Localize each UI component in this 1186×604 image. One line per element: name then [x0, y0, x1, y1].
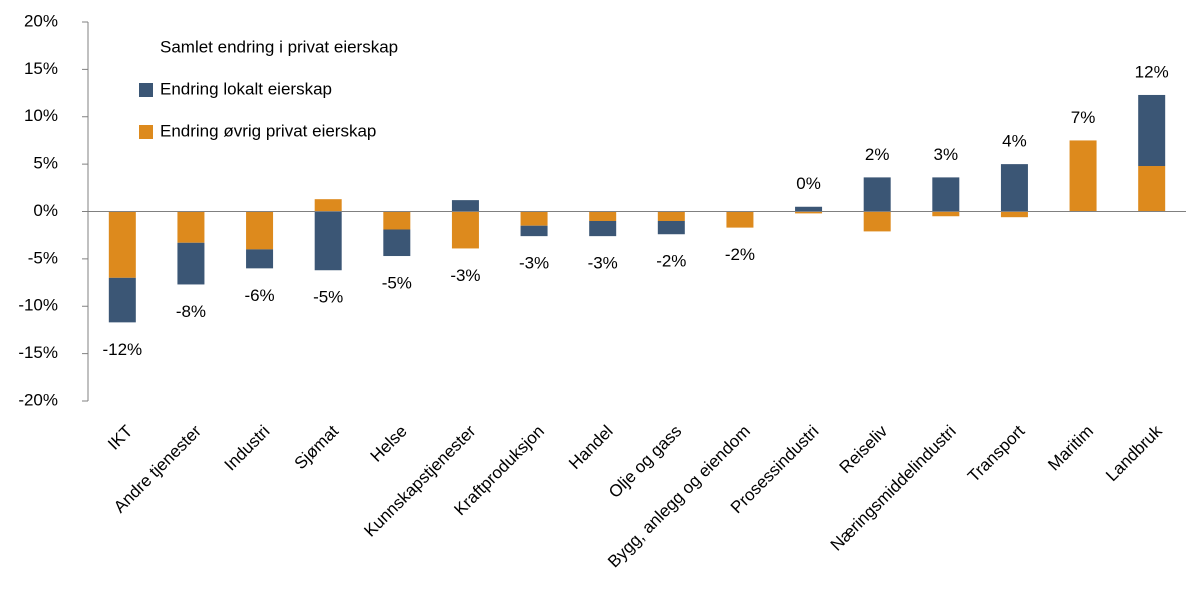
bar-segment	[795, 211, 823, 214]
legend-label: Endring lokalt eierskap	[160, 79, 332, 98]
bar-segment	[383, 211, 411, 230]
total-label: 0%	[796, 174, 821, 193]
x-tick-label: Næringsmiddelindustri	[827, 422, 960, 555]
y-tick-label: 15%	[24, 59, 58, 78]
total-label: -3%	[588, 254, 618, 273]
x-tick-label: IKT	[104, 422, 136, 454]
bar-segment	[177, 211, 205, 243]
bar-segment	[520, 225, 548, 237]
bar-segment	[314, 199, 342, 212]
bar-segment	[520, 211, 548, 226]
total-label: 12%	[1135, 62, 1169, 81]
y-tick-label: 10%	[24, 106, 58, 125]
bar-segment	[1138, 166, 1166, 212]
legend-swatch	[139, 125, 153, 139]
x-tick-label: Helse	[367, 422, 411, 466]
y-tick-label: -20%	[18, 390, 58, 409]
total-label: 4%	[1002, 132, 1027, 151]
bar-segment	[383, 229, 411, 257]
bar-segment	[108, 211, 136, 278]
x-tick-label: Transport	[964, 421, 1029, 486]
bar-segment	[863, 211, 891, 232]
bar-segment	[177, 242, 205, 285]
bar-segment	[932, 177, 960, 212]
total-label: -3%	[450, 266, 480, 285]
y-tick-label: 5%	[33, 154, 58, 173]
bar-segment	[657, 220, 685, 235]
x-tick-label: Landbruk	[1102, 421, 1166, 485]
bar-segment	[246, 211, 274, 250]
total-label: -2%	[725, 245, 755, 264]
bar-segment	[108, 277, 136, 323]
x-tick-label: Handel	[565, 422, 617, 474]
bar-segment	[1000, 164, 1028, 212]
x-tick-label: Industri	[221, 422, 274, 475]
total-label: -6%	[244, 286, 274, 305]
bar-segment	[451, 211, 479, 249]
y-tick-label: -5%	[28, 248, 58, 267]
y-tick-label: -10%	[18, 296, 58, 315]
y-tick-label: 20%	[24, 11, 58, 30]
bar-segment	[589, 211, 617, 221]
x-tick-label: Maritim	[1044, 422, 1097, 475]
x-tick-label: Kunnskapstjenester	[360, 421, 479, 540]
bar-segment	[451, 200, 479, 212]
x-tick-label: Sjømat	[291, 421, 343, 473]
legend-title: Samlet endring i privat eierskap	[160, 37, 398, 56]
total-label: 2%	[865, 145, 890, 164]
bar-segment	[863, 177, 891, 212]
bar-segment	[246, 249, 274, 269]
legend-label: Endring øvrig privat eierskap	[160, 121, 376, 140]
total-label: -5%	[313, 288, 343, 307]
total-label: -2%	[656, 252, 686, 271]
y-tick-label: 0%	[33, 201, 58, 220]
bar-segment	[589, 220, 617, 237]
total-label: -3%	[519, 254, 549, 273]
bar-segment	[1138, 94, 1166, 167]
total-label: -5%	[382, 274, 412, 293]
x-tick-label: Bygg, anlegg og eiendom	[604, 422, 754, 572]
bar-segment	[932, 211, 960, 217]
x-tick-label: Reiseliv	[836, 421, 892, 477]
bar-segment	[726, 211, 754, 228]
total-label: 7%	[1071, 108, 1096, 127]
total-label: -12%	[102, 340, 142, 359]
bar-segment	[314, 211, 342, 271]
bar-segment	[795, 206, 823, 212]
total-label: -8%	[176, 302, 206, 321]
bar-segment	[657, 211, 685, 221]
total-label: 3%	[934, 145, 959, 164]
bar-segment	[1000, 211, 1028, 218]
bar-segment	[1069, 140, 1097, 212]
y-tick-label: -15%	[18, 343, 58, 362]
legend-swatch	[139, 83, 153, 97]
